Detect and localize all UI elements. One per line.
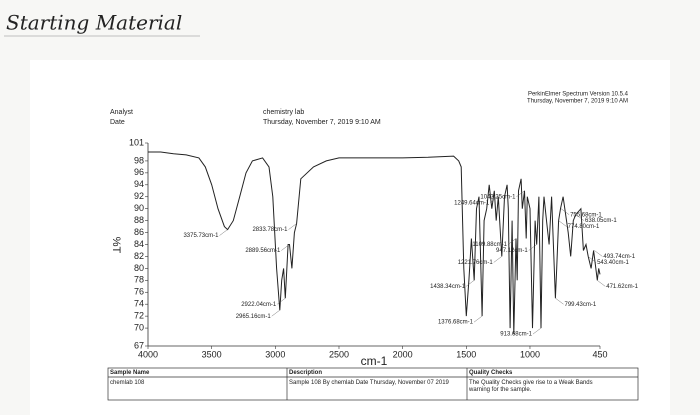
peak-leader (555, 298, 564, 305)
peak-label: 1376.68cm-1 (438, 320, 474, 326)
peak-label: 755.68cm-1 (570, 212, 602, 218)
peak-label: 638.05cm-1 (585, 218, 617, 224)
software-date: Thursday, November 7, 2019 9:10 AM (527, 99, 628, 105)
peak-label: 947.12cm-1 (496, 248, 528, 254)
peak-leader (528, 244, 537, 251)
peak-label: 774.80cm-1 (568, 224, 600, 230)
peak-leader (507, 238, 517, 245)
x-tick-label: 2500 (329, 349, 349, 359)
peak-label: 1221.76cm-1 (458, 260, 494, 266)
x-axis-label: cm-1 (361, 354, 388, 368)
analyst: chemistry lab (263, 109, 304, 116)
y-tick-label: 92 (134, 191, 144, 201)
table-cell: The Quality Checks give rise to a Weak B… (468, 380, 593, 393)
peak-label: 2833.78cm-1 (252, 227, 288, 233)
peak-leader (516, 190, 525, 197)
y-tick-label: 101 (129, 137, 144, 147)
peak-label: 1043.35cm-1 (480, 194, 516, 200)
table-header: Sample Name (110, 370, 150, 376)
y-axis-label: %T (110, 237, 122, 254)
software: PerkinElmer Spectrum Version 10.5.4 (528, 92, 629, 98)
peak-leader (281, 244, 290, 251)
peak-leader (288, 223, 297, 230)
peak-leader (493, 256, 502, 263)
y-tick-label: 78 (134, 275, 144, 285)
peak-label: 3375.73cm-1 (183, 233, 219, 239)
spectrum-line (148, 151, 601, 335)
peak-leader (466, 280, 475, 287)
y-tick-label: 98 (134, 155, 144, 165)
x-tick-label: 3000 (265, 349, 285, 359)
x-tick-label: 2000 (393, 349, 413, 359)
table-frame (107, 367, 639, 401)
table-cell: Sample 108 By chemlab Date Thursday, Nov… (289, 380, 450, 386)
peak-label: 1438.34cm-1 (430, 284, 466, 290)
peak-leader (560, 208, 570, 215)
y-tick-label: 88 (134, 215, 144, 225)
y-tick-label: 74 (134, 299, 144, 309)
peak-label: 2965.16cm-1 (236, 314, 272, 320)
analyst-label: Analyst (110, 109, 133, 116)
peak-leader (473, 315, 483, 323)
y-tick-label: 76 (134, 287, 144, 297)
peak-label: 799.43cm-1 (565, 302, 597, 308)
y-tick-label: 82 (134, 251, 144, 261)
peak-label: 543.40cm-1 (597, 260, 629, 266)
peak-label: 493.74cm-1 (603, 254, 635, 260)
y-tick-label: 94 (134, 179, 144, 189)
x-tick-label: 3500 (202, 349, 222, 359)
peak-leader (587, 256, 597, 263)
peak-label: 1109.88cm-1 (472, 242, 507, 248)
y-tick-label: 84 (134, 239, 144, 249)
table-cell: chemlab 108 (110, 380, 145, 386)
peak-leader (271, 310, 280, 317)
table-header: Description (289, 370, 322, 376)
peak-leader (575, 214, 585, 221)
y-tick-label: 70 (134, 322, 144, 332)
peak-leader (597, 280, 606, 287)
x-tick-label: 1000 (520, 349, 540, 359)
peak-label: 471.62cm-1 (606, 284, 638, 290)
paper (30, 60, 670, 415)
y-tick-label: 67 (134, 340, 144, 350)
peak-label: 2889.56cm-1 (245, 248, 281, 254)
peak-label: 1249.64cm-1 (454, 200, 490, 206)
x-tick-label: 450 (592, 349, 607, 359)
peak-label: 2922.04cm-1 (241, 302, 277, 308)
y-tick-label: 96 (134, 167, 144, 177)
y-tick-label: 86 (134, 227, 144, 237)
y-tick-label: 90 (134, 203, 144, 213)
x-tick-label: 4000 (138, 349, 158, 359)
peak-leader (594, 250, 603, 257)
y-tick-label: 72 (134, 311, 144, 321)
peak-label: 913.68cm-1 (500, 332, 532, 338)
x-tick-label: 1500 (456, 349, 476, 359)
peak-leader (490, 196, 499, 203)
peak-leader (558, 220, 567, 227)
peak-leader (277, 298, 286, 305)
peak-leader (219, 229, 228, 236)
y-tick-label: 80 (134, 263, 144, 273)
handwritten-note: Starting Material (6, 11, 182, 35)
table-header: Quality Checks (469, 370, 513, 376)
peak-leader (532, 327, 542, 335)
date: Thursday, November 7, 2019 9:10 AM (263, 119, 381, 126)
date-label: Date (110, 119, 125, 126)
